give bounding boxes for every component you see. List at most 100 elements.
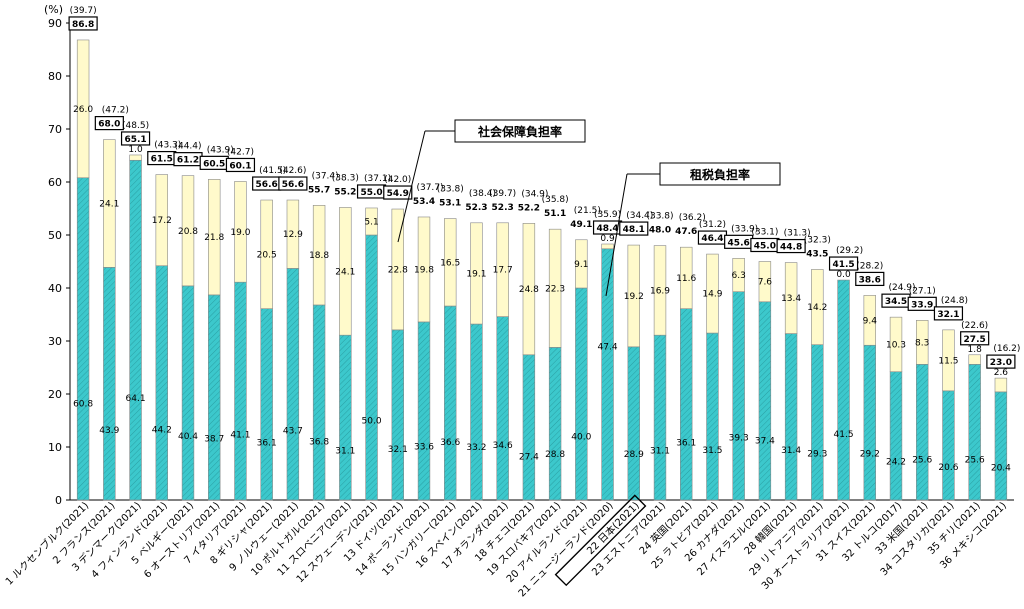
total-box [68,16,98,31]
deficit-adjusted-label: (37.7) [416,183,443,193]
y-axis-label: (%) [44,3,63,16]
total-value-label: 86.8 [72,20,94,30]
bar-tax [312,304,326,501]
tax-value-label: 36.1 [257,439,277,449]
y-tick-label: 30 [48,335,62,348]
social-value-label: 16.9 [650,286,670,296]
total-box [383,185,413,200]
deficit-adjusted-label: (32.3) [804,235,831,245]
bar-social [942,329,955,392]
social-value-label: 11.5 [938,356,958,366]
bar-tax [470,323,483,501]
tax-value-label: 40.0 [571,432,591,442]
total-box [225,157,256,173]
deficit-adjusted-label: (36.2) [679,213,706,223]
bar-tax [548,347,562,501]
total-box [94,115,124,131]
bar-social [548,228,562,348]
y-tick-label: 90 [48,17,62,30]
deficit-adjusted-label: (33.8) [646,212,673,222]
tax-value-label: 47.4 [598,342,618,352]
tax-value-label: 31.1 [650,447,670,457]
bar-tax [129,159,142,501]
total-value-label: 56.6 [282,180,304,190]
social-value-label: 19.0 [230,228,250,238]
bar-tax [942,390,955,501]
deficit-adjusted-label: (24.8) [941,296,968,306]
total-value-label: 55.0 [360,188,382,198]
social-value-label: 11.6 [676,274,696,284]
bar-tax [339,334,352,501]
social-value-label: 0.0 [836,270,851,280]
bar-tax [365,234,378,501]
bar-social [496,222,509,317]
tax-value-label: 43.7 [283,427,303,437]
callout-tax-leader [605,173,628,297]
bar-tax [837,279,850,501]
deficit-adjusted-label: (21.5) [574,206,601,216]
social-value-label: 12.9 [283,230,303,240]
social-value-label: 21.8 [204,233,224,243]
y-tick-label: 40 [48,282,62,295]
total-value-label: 34.5 [885,297,907,307]
social-value-label: 24.1 [99,199,119,209]
data-labels: 60.8 26.0 86.8 (39.7) 43.9 24.1 68.0 (47.2) 64.1… [68,6,1020,474]
total-value-label: 53.1 [439,199,461,209]
deficit-adjusted-label: (34.4) [626,211,653,221]
callout-social-text: 社会保障負担率 [477,124,562,139]
bar-social [916,320,929,365]
total-value-label: 52.2 [518,203,540,213]
tax-value-label: 20.4 [991,464,1011,474]
total-value-label: 38.6 [859,275,881,285]
callout-social-leader [397,130,426,243]
bar-tax [155,265,168,501]
total-value-label: 47.6 [675,227,697,237]
tax-value-label: 33.2 [466,443,486,453]
category-labels: 1 ルクセンブルク(2021)2 フランス(2021)3 デンマーク(2021)… [2,494,1009,599]
total-value-label: 44.8 [780,243,802,253]
tax-value-label: 39.3 [729,434,749,444]
bar-social [208,179,221,296]
bar-social [155,174,168,267]
deficit-adjusted-label: (29.2) [836,246,863,256]
y-tick-label: 60 [48,176,62,189]
bar-tax [391,329,404,501]
deficit-adjusted-label: (35.8) [542,195,569,205]
bar-tax [496,316,509,501]
bar-social [260,199,273,309]
social-value-label: 24.1 [335,267,355,277]
social-value-label: 20.8 [178,227,198,237]
bar-social [312,205,326,306]
highlight-box [554,494,647,587]
tax-value-label: 40.4 [178,432,198,442]
y-axis: 0 10 20 30 40 50 60 70 80 90(%) [44,3,1014,507]
tax-value-label: 31.5 [702,446,722,456]
total-box [278,176,308,191]
total-box [776,238,806,254]
deficit-adjusted-label: (22.6) [961,321,988,331]
y-tick-label: 10 [48,441,62,454]
total-value-label: 48.4 [596,224,618,234]
bar-social [470,222,483,325]
total-value-label: 41.5 [832,260,854,270]
y-tick-label: 70 [48,123,62,136]
tax-value-label: 50.0 [362,417,382,427]
social-value-label: 6.3 [732,271,746,281]
total-value-label: 68.0 [98,120,120,130]
tax-value-label: 28.9 [624,450,644,460]
bar-social [575,239,588,289]
bar-tax [522,354,536,501]
total-value-label: 56.6 [256,180,278,190]
bar-social [103,139,116,268]
total-box [907,296,937,311]
bar-tax [863,344,876,501]
total-box [828,256,859,271]
bar-social [339,207,352,336]
deficit-adjusted-label: (27.1) [909,286,936,296]
bar-social [994,377,1008,393]
tax-value-label: 29.3 [807,449,827,459]
total-value-label: 43.5 [806,249,828,259]
total-value-label: 65.1 [124,135,146,145]
social-value-label: 22.3 [545,284,565,294]
social-value-label: 10.3 [886,340,906,350]
